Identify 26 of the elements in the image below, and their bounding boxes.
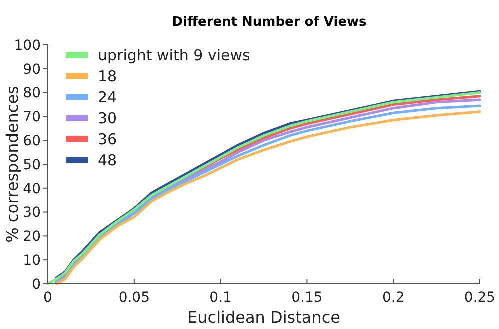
y-tick-label: 80 bbox=[23, 86, 41, 102]
y-tick-label: 0 bbox=[32, 276, 41, 293]
legend-label: 18 bbox=[98, 67, 118, 86]
y-tick-label: 60 bbox=[23, 134, 41, 150]
y-tick-label: 70 bbox=[23, 110, 41, 126]
x-tick-label: 0.2 bbox=[382, 290, 405, 306]
legend-label: 24 bbox=[98, 88, 118, 106]
y-tick-label: 50 bbox=[23, 157, 41, 174]
chart-title: Different Number of Views bbox=[172, 15, 368, 30]
y-tick-label: 30 bbox=[23, 205, 41, 222]
x-tick-label: 0.1 bbox=[210, 290, 232, 306]
y-tick-label: 10 bbox=[23, 253, 41, 269]
legend-label: 36 bbox=[98, 130, 118, 148]
y-tick-label: 40 bbox=[23, 181, 41, 198]
legend-label: upright with 9 views bbox=[98, 46, 250, 64]
x-tick-label: 0.15 bbox=[292, 290, 323, 306]
y-tick-label: 20 bbox=[23, 229, 41, 246]
x-tick-label: 0 bbox=[44, 290, 52, 306]
y-tick-label: 100 bbox=[14, 38, 41, 54]
y-axis-title: % correspondences bbox=[3, 86, 22, 243]
legend-label: 48 bbox=[98, 151, 118, 170]
x-tick-label: 0.05 bbox=[118, 290, 150, 306]
legend-label: 30 bbox=[98, 109, 118, 128]
y-tick-label: 90 bbox=[23, 62, 41, 78]
x-axis-title: Euclidean Distance bbox=[188, 308, 340, 327]
x-tick-label: 0.25 bbox=[464, 290, 496, 306]
